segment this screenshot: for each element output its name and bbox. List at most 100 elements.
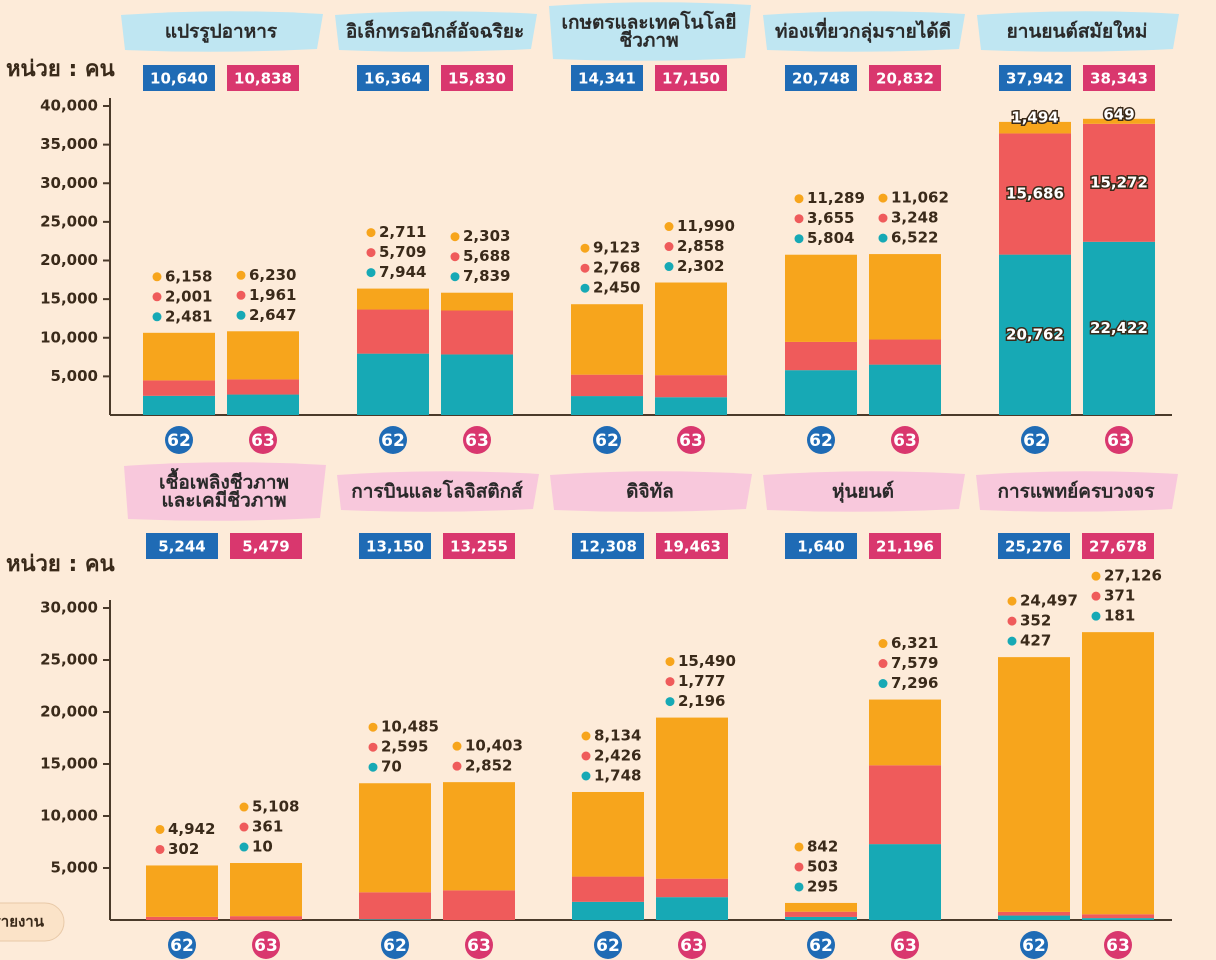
segment-label: 6,522	[891, 229, 938, 247]
legend-dot	[580, 263, 590, 273]
segment-label: 5,804	[807, 229, 854, 247]
bar-segment	[655, 282, 727, 376]
segment-label: 181	[1104, 607, 1135, 625]
bar-segment	[357, 309, 429, 354]
bar-segment	[441, 292, 513, 311]
report-button-label[interactable]: รายงาน	[0, 913, 45, 931]
total-label: 5,244	[158, 538, 205, 556]
segment-label: 2,852	[465, 757, 512, 775]
bar-segment	[227, 394, 299, 415]
bar-segment	[785, 911, 857, 917]
year-badge	[252, 931, 280, 959]
bar-segment	[230, 916, 302, 920]
segment-label: 24,497	[1020, 592, 1078, 610]
legend-dot	[366, 248, 376, 258]
year-label: 62	[383, 936, 407, 956]
total-badge	[1083, 65, 1155, 91]
bar-segment	[869, 364, 941, 415]
legend-dot	[450, 232, 460, 242]
bar-segment	[869, 699, 941, 766]
total-label: 15,830	[448, 70, 506, 88]
legend-dot	[1091, 571, 1101, 581]
title-brush	[124, 462, 326, 521]
bar-segment	[359, 783, 431, 893]
bar-segment	[441, 310, 513, 355]
bar-segment	[1083, 118, 1155, 124]
segment-label: 15,490	[678, 652, 736, 670]
y-tick-label: 25,000	[40, 651, 98, 669]
title-brush	[121, 11, 323, 52]
total-label: 13,150	[366, 538, 424, 556]
report-button[interactable]	[0, 902, 65, 942]
segment-label: 2,858	[677, 237, 724, 255]
y-tick-label: 25,000	[40, 212, 98, 230]
total-label: 12,308	[579, 538, 637, 556]
year-label: 62	[170, 936, 194, 956]
bar-segment	[230, 863, 302, 917]
segment-label: 11,062	[891, 189, 949, 207]
legend-dot	[450, 252, 460, 262]
segment-label: 10,485	[381, 718, 439, 736]
bar-segment	[571, 304, 643, 375]
legend-dot	[236, 310, 246, 320]
bar-segment	[998, 911, 1070, 916]
group-title: แปรรูปอาหาร	[165, 21, 278, 44]
legend-dot	[665, 697, 675, 707]
legend-dot	[794, 842, 804, 852]
total-badge	[869, 65, 941, 91]
year-badge	[807, 931, 835, 959]
group-title: อิเล็กทรอนิกส์อัจฉริยะ	[346, 19, 524, 43]
bar-segment	[571, 374, 643, 397]
year-badge	[379, 426, 407, 454]
bar-segment	[1083, 241, 1155, 415]
segment-label: 70	[381, 758, 402, 776]
y-tick-label: 30,000	[40, 599, 98, 617]
segment-label: 10,403	[465, 737, 523, 755]
unit-label: หน่วย : คน	[6, 57, 115, 82]
year-label: 62	[1022, 936, 1046, 956]
bar-segment	[227, 331, 299, 380]
group-title: ท่องเที่ยวกลุ่มรายได้ดี	[775, 18, 951, 44]
legend-dot	[1007, 616, 1017, 626]
total-badge	[230, 533, 302, 559]
year-label: 63	[251, 431, 275, 451]
legend-dot	[368, 742, 378, 752]
total-badge	[999, 65, 1071, 91]
y-tick-label: 15,000	[40, 290, 98, 308]
year-label: 63	[1107, 431, 1131, 451]
total-label: 19,463	[663, 538, 721, 556]
total-label: 10,640	[150, 70, 208, 88]
year-label: 63	[1106, 936, 1130, 956]
bar-segment	[785, 370, 857, 415]
year-label: 62	[809, 936, 833, 956]
segment-label: 7,839	[463, 267, 510, 285]
legend-dot	[239, 842, 249, 852]
total-badge	[443, 533, 515, 559]
group-title: การบินและโลจิสติกส์	[351, 480, 523, 503]
segment-label: 302	[168, 840, 199, 858]
total-label: 16,364	[364, 70, 422, 88]
segment-label: 7,944	[379, 263, 426, 281]
segment-label: 3,248	[891, 209, 938, 227]
legend-dot	[878, 679, 888, 689]
bar-segment	[656, 717, 728, 879]
year-badge	[593, 426, 621, 454]
segment-label: 27,126	[1104, 567, 1162, 585]
total-badge	[785, 65, 857, 91]
year-badge	[463, 426, 491, 454]
total-label: 14,341	[578, 70, 636, 88]
bar-segment	[143, 380, 215, 396]
legend-dot	[664, 242, 674, 252]
segment-label: 649	[1103, 105, 1134, 123]
legend-dot	[664, 222, 674, 232]
legend-dot	[1007, 596, 1017, 606]
legend-dot	[1007, 636, 1017, 646]
bar-segment	[1082, 914, 1154, 919]
segment-label: 1,748	[594, 766, 641, 784]
year-badge	[381, 931, 409, 959]
segment-label: 2,303	[463, 227, 510, 245]
segment-label: 1,494	[1011, 108, 1058, 126]
segment-label: 8,134	[594, 726, 641, 744]
bar-segment	[1082, 632, 1154, 915]
segment-label: 6,230	[249, 266, 296, 284]
